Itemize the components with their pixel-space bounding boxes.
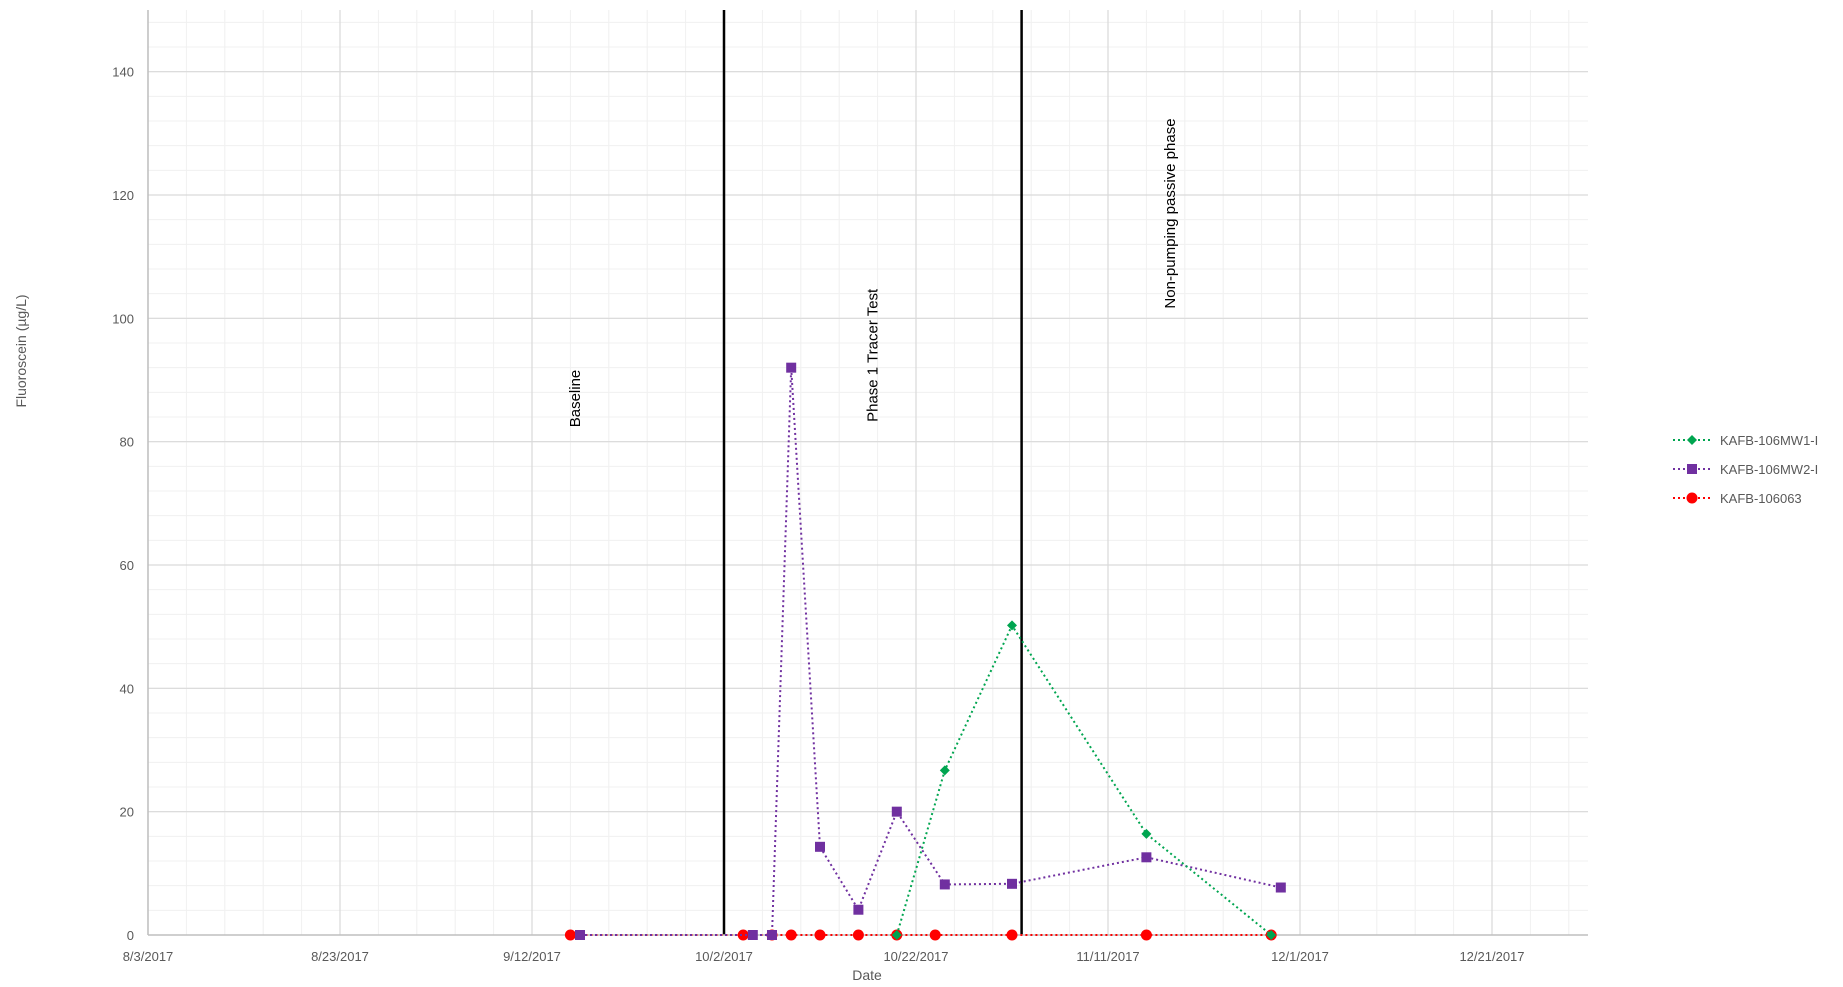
x-tick-label: 11/11/2017 — [1076, 949, 1139, 964]
y-axis-title: Fluoroscein (µg/L) — [13, 294, 29, 407]
y-tick-label: 60 — [120, 558, 134, 573]
data-point — [1006, 929, 1018, 941]
data-point — [1275, 882, 1286, 893]
legend-item: KAFB-106MW1-I — [1673, 433, 1818, 448]
data-point — [747, 930, 758, 940]
y-tick-label: 40 — [120, 681, 134, 696]
x-tick-label: 12/21/2017 — [1459, 949, 1524, 964]
legend-swatch-marker — [1686, 492, 1698, 504]
x-axis-title: Date — [852, 967, 882, 983]
y-tick-labels: 0 20 40 60 80 100 120 140 — [112, 65, 134, 943]
axes — [147, 10, 1588, 936]
y-tick-label: 120 — [112, 188, 134, 203]
data-point — [891, 930, 902, 940]
data-point — [815, 841, 825, 852]
legend: KAFB-106MW1-I KAFB-106MW2-I KAFB-106063 — [1673, 433, 1818, 506]
data-point — [853, 904, 864, 915]
legend-item: KAFB-106MW2-I — [1673, 462, 1818, 477]
data-point — [814, 929, 826, 941]
series-group — [564, 362, 1286, 941]
data-point — [786, 362, 797, 373]
series-line — [895, 623, 1272, 936]
x-tick-label: 8/23/2017 — [311, 949, 369, 964]
phase-annotation: Phase 1 Tracer Test — [865, 288, 882, 422]
data-point — [767, 930, 777, 940]
data-point — [1141, 852, 1152, 863]
data-point — [1007, 878, 1017, 889]
data-point — [1007, 620, 1017, 631]
y-tick-label: 140 — [112, 65, 134, 80]
legend-item: KAFB-106063 — [1673, 491, 1802, 506]
phase-annotation: Non-pumping passive phase — [1162, 118, 1179, 308]
data-point — [785, 929, 797, 941]
legend-label: KAFB-106063 — [1720, 491, 1802, 506]
x-tick-label: 12/1/2017 — [1271, 949, 1329, 964]
y-tick-label: 80 — [120, 435, 134, 450]
data-point — [564, 929, 576, 941]
series-kafb-106mw2-i — [575, 362, 1286, 940]
data-point — [1140, 929, 1152, 941]
x-tick-label: 9/12/2017 — [503, 949, 561, 964]
legend-swatch-marker — [1687, 435, 1697, 445]
phase-annotation: Baseline — [567, 370, 584, 428]
x-tick-label: 10/2/2017 — [695, 949, 753, 964]
data-point — [852, 929, 864, 941]
major-grid — [147, 10, 1588, 935]
phase-lines — [722, 10, 1023, 935]
minor-grid — [147, 10, 1588, 936]
data-point — [929, 929, 941, 941]
y-tick-label: 20 — [120, 805, 134, 820]
data-point — [1266, 930, 1277, 940]
data-point — [891, 806, 902, 817]
data-point — [737, 929, 749, 941]
legend-swatch-marker — [1687, 464, 1697, 474]
data-point — [575, 930, 585, 940]
data-point — [1141, 828, 1152, 839]
series-kafb-106mw1-i — [891, 620, 1277, 940]
y-tick-label: 0 — [127, 928, 134, 943]
data-point — [939, 879, 950, 890]
annotations: Baseline Phase 1 Tracer Test Non-pumping p… — [567, 118, 1179, 427]
x-tick-label: 8/3/2017 — [123, 949, 174, 964]
legend-label: KAFB-106MW2-I — [1720, 462, 1818, 477]
x-tick-labels: 8/3/2017 8/23/2017 9/12/2017 10/2/2017 10/22… — [123, 949, 1525, 964]
series-line — [580, 367, 1282, 936]
legend-label: KAFB-106MW1-I — [1720, 433, 1818, 448]
y-tick-label: 100 — [112, 311, 134, 326]
data-point — [939, 765, 950, 776]
x-tick-label: 10/22/2017 — [883, 949, 948, 964]
